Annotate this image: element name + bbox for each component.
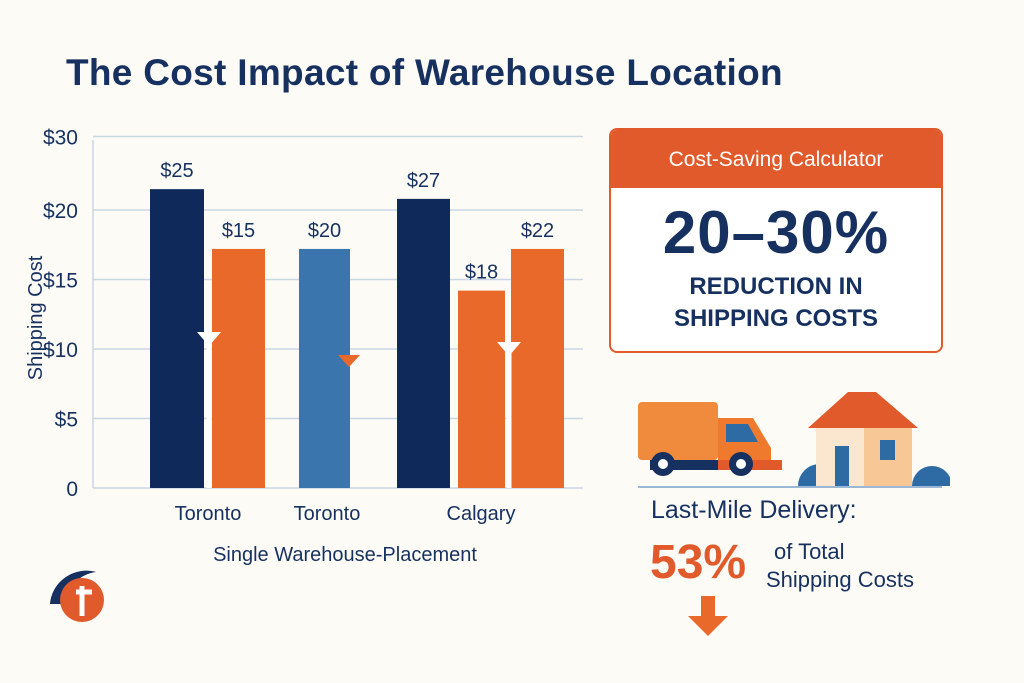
truck-icon xyxy=(638,402,782,476)
y-tick-label: $30 xyxy=(43,127,78,150)
last-mile-caption: of Total Shipping Costs xyxy=(766,538,914,594)
bar-value-label: $25 xyxy=(160,160,193,182)
x-category-label: Toronto xyxy=(175,503,242,525)
bar xyxy=(397,198,450,488)
caption-line2: Shipping Costs xyxy=(766,567,914,592)
savings-percent: 20–30% xyxy=(662,199,890,266)
delivery-truck-house-illustration xyxy=(638,392,950,488)
x-category-label: Toronto xyxy=(294,503,361,525)
y-axis-label: Shipping Cost xyxy=(25,255,47,380)
bar xyxy=(150,189,204,488)
down-arrow-icon xyxy=(688,596,728,636)
y-tick-label: $20 xyxy=(43,200,78,223)
last-mile-title: Last-Mile Delivery: xyxy=(651,496,857,524)
bar-chart: 0 $5 $10 $15 $20 $30 $25 $15 $20 $27 $18 $22 Toronto… xyxy=(25,127,583,566)
y-tick-label: $5 xyxy=(55,409,78,432)
bar-value-label: $15 xyxy=(222,220,255,242)
caption-line1: of Total xyxy=(774,539,845,564)
y-tick-label: 0 xyxy=(66,478,78,501)
cost-saving-calculator-card: Cost-Saving Calculator 20–30% REDUCTION … xyxy=(609,128,943,353)
down-arrow-marker xyxy=(338,355,360,367)
bar-value-label: $27 xyxy=(407,170,440,192)
last-mile-percent: 53% xyxy=(650,536,747,589)
house-icon xyxy=(798,392,950,486)
down-arrow-marker xyxy=(197,332,221,346)
bar xyxy=(212,248,265,488)
caption-line2: SHIPPING COSTS xyxy=(673,305,879,332)
calculator-header: Cost-Saving Calculator xyxy=(611,130,941,188)
savings-caption: REDUCTION IN SHIPPING COSTS xyxy=(611,271,941,335)
bar xyxy=(511,248,564,488)
y-tick-label: $10 xyxy=(43,339,78,362)
bar-value-label: $18 xyxy=(465,262,498,284)
x-axis-label: Single Warehouse-Placement xyxy=(213,544,477,566)
bar xyxy=(458,290,505,488)
down-arrow-marker xyxy=(497,342,521,356)
page-title: The Cost Impact of Warehouse Location xyxy=(66,52,783,93)
bar-value-label: $22 xyxy=(521,220,554,242)
bar-value-label: $20 xyxy=(308,220,341,242)
y-tick-label: $15 xyxy=(43,270,78,293)
bar xyxy=(299,248,350,488)
caption-line1: REDUCTION IN xyxy=(689,273,863,300)
brand-logo-icon xyxy=(50,570,104,622)
x-category-label: Calgary xyxy=(447,503,516,525)
